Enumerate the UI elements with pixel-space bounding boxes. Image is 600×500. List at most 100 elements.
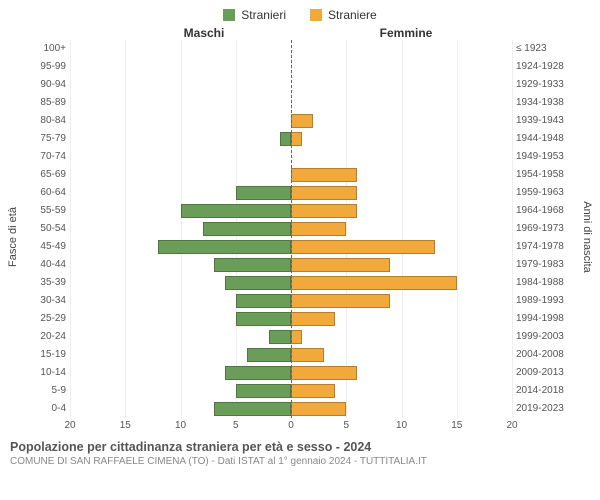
bar-row-female xyxy=(291,76,512,94)
bar-female xyxy=(291,222,346,236)
bar-male xyxy=(269,330,291,344)
bar-female xyxy=(291,186,357,200)
bar-row-female xyxy=(291,238,512,256)
birth-year-label: 1959-1963 xyxy=(516,184,574,202)
age-label: 10-14 xyxy=(26,364,66,382)
column-headers: Maschi Femmine xyxy=(0,26,600,40)
y-left-labels: 100+95-9990-9485-8980-8475-7970-7465-696… xyxy=(26,40,70,418)
age-label: 85-89 xyxy=(26,94,66,112)
bar-row-female xyxy=(291,274,512,292)
bar-row-female xyxy=(291,346,512,364)
bar-row-male xyxy=(70,400,291,418)
x-tick-label: 10 xyxy=(175,420,186,431)
age-label: 65-69 xyxy=(26,166,66,184)
swatch-male xyxy=(223,9,235,21)
bar-row-female xyxy=(291,40,512,58)
bar-male xyxy=(158,240,291,254)
bar-female xyxy=(291,366,357,380)
bar-row-female xyxy=(291,328,512,346)
birth-year-label: 1974-1978 xyxy=(516,238,574,256)
bar-row-male xyxy=(70,40,291,58)
legend-female-label: Straniere xyxy=(328,8,377,22)
bar-row-male xyxy=(70,256,291,274)
bar-row-male xyxy=(70,220,291,238)
bar-female xyxy=(291,240,435,254)
birth-year-label: ≤ 1923 xyxy=(516,40,574,58)
birth-year-label: 1924-1928 xyxy=(516,58,574,76)
bar-male xyxy=(225,276,291,290)
x-ticks: 201510505101520 xyxy=(70,420,512,434)
bar-female xyxy=(291,402,346,416)
bar-female xyxy=(291,276,457,290)
bar-row-female xyxy=(291,130,512,148)
bar-row-male xyxy=(70,112,291,130)
bar-female xyxy=(291,384,335,398)
x-tick-label: 20 xyxy=(64,420,75,431)
age-label: 0-4 xyxy=(26,400,66,418)
birth-year-label: 1989-1993 xyxy=(516,292,574,310)
bar-female xyxy=(291,294,390,308)
chart-title: Popolazione per cittadinanza straniera p… xyxy=(10,440,590,454)
bar-row-female xyxy=(291,256,512,274)
bar-male xyxy=(203,222,291,236)
age-label: 90-94 xyxy=(26,76,66,94)
bar-male xyxy=(236,186,291,200)
bar-female xyxy=(291,168,357,182)
bar-male xyxy=(181,204,292,218)
bar-row-female xyxy=(291,310,512,328)
age-label: 50-54 xyxy=(26,220,66,238)
bars-female xyxy=(291,40,512,418)
bar-row-female xyxy=(291,202,512,220)
age-label: 75-79 xyxy=(26,130,66,148)
bar-male xyxy=(236,312,291,326)
legend-female: Straniere xyxy=(310,8,377,22)
birth-year-label: 1929-1933 xyxy=(516,76,574,94)
bar-row-female xyxy=(291,364,512,382)
age-label: 70-74 xyxy=(26,148,66,166)
x-tick-label: 20 xyxy=(506,420,517,431)
birth-year-label: 1979-1983 xyxy=(516,256,574,274)
legend: Stranieri Straniere xyxy=(0,0,600,26)
bar-row-female xyxy=(291,292,512,310)
header-female: Femmine xyxy=(290,26,522,40)
birth-year-label: 1999-2003 xyxy=(516,328,574,346)
birth-year-label: 2009-2013 xyxy=(516,364,574,382)
age-label: 80-84 xyxy=(26,112,66,130)
birth-year-label: 1984-1988 xyxy=(516,274,574,292)
birth-year-label: 2014-2018 xyxy=(516,382,574,400)
birth-year-label: 1949-1953 xyxy=(516,148,574,166)
x-tick-label: 5 xyxy=(233,420,239,431)
bar-female xyxy=(291,312,335,326)
bar-female xyxy=(291,348,324,362)
center-axis xyxy=(291,40,292,418)
bar-male xyxy=(280,132,291,146)
birth-year-label: 1934-1938 xyxy=(516,94,574,112)
bar-row-female xyxy=(291,166,512,184)
age-label: 95-99 xyxy=(26,58,66,76)
bar-male xyxy=(225,366,291,380)
plot xyxy=(70,40,512,418)
birth-year-label: 1944-1948 xyxy=(516,130,574,148)
birth-year-label: 1964-1968 xyxy=(516,202,574,220)
x-tick-label: 15 xyxy=(120,420,131,431)
bar-row-male xyxy=(70,310,291,328)
bar-row-male xyxy=(70,76,291,94)
bar-row-male xyxy=(70,58,291,76)
age-label: 20-24 xyxy=(26,328,66,346)
bar-row-male xyxy=(70,274,291,292)
chart-subtitle: COMUNE DI SAN RAFFAELE CIMENA (TO) - Dat… xyxy=(10,456,590,467)
age-label: 5-9 xyxy=(26,382,66,400)
bar-male xyxy=(214,402,291,416)
bar-row-male xyxy=(70,202,291,220)
birth-year-label: 1994-1998 xyxy=(516,310,574,328)
age-label: 35-39 xyxy=(26,274,66,292)
chart-plot-area: 100+95-9990-9485-8980-8475-7970-7465-696… xyxy=(20,40,580,418)
bars-male xyxy=(70,40,291,418)
bar-row-male xyxy=(70,292,291,310)
bar-row-male xyxy=(70,130,291,148)
swatch-female xyxy=(310,9,322,21)
x-tick-label: 5 xyxy=(343,420,349,431)
legend-male-label: Stranieri xyxy=(241,8,286,22)
bar-row-female xyxy=(291,382,512,400)
age-label: 40-44 xyxy=(26,256,66,274)
